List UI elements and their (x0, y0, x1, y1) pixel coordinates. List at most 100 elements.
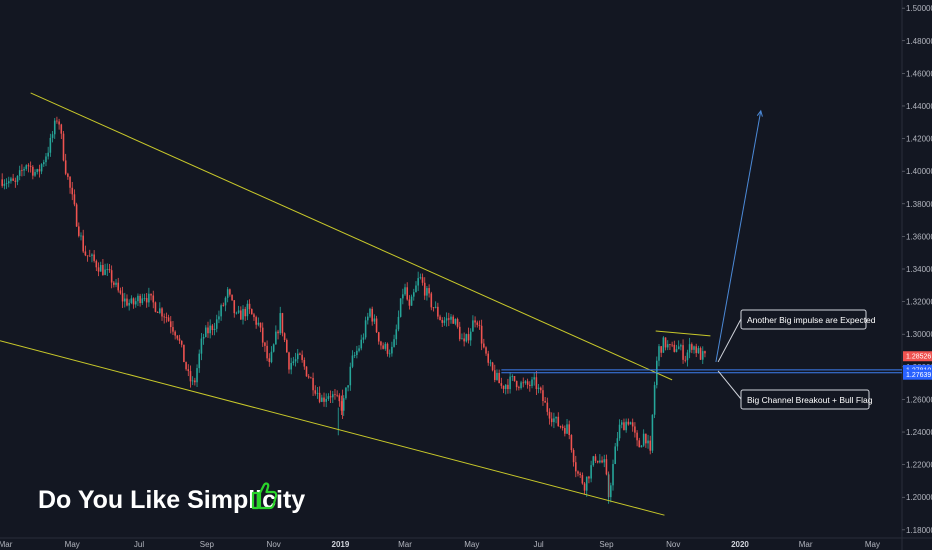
candle-body (128, 302, 130, 306)
candle-body (58, 121, 60, 125)
candle-body (71, 187, 74, 195)
candle-body (229, 289, 231, 295)
candle-body (301, 354, 303, 360)
candle-body (117, 282, 120, 291)
candle-body (612, 464, 614, 486)
candle-body (585, 476, 588, 491)
candle-body (605, 459, 608, 475)
candle-body (465, 334, 468, 342)
candle-body (270, 351, 273, 363)
candle-body (178, 338, 181, 341)
candle-body (246, 303, 249, 317)
y-tick-label: 1.18000 (906, 526, 932, 535)
trendline-lower (0, 340, 665, 516)
candle-body (640, 445, 643, 448)
candle-body (351, 355, 354, 367)
candle-body (358, 348, 360, 351)
candle-body (139, 295, 141, 304)
candle-body (456, 319, 459, 327)
candle-body (93, 254, 95, 261)
x-tick-label: 2019 (332, 540, 350, 549)
candle-body (340, 401, 343, 411)
x-tick-label: Jul (134, 540, 144, 549)
candle-body (36, 169, 39, 173)
annotation-breakout-text: Big Channel Breakout + Bull Flag (747, 395, 873, 405)
candle-body (222, 305, 225, 307)
candle-body (364, 320, 367, 338)
candle-body (412, 292, 415, 297)
candle-body (594, 456, 597, 461)
candle-body (699, 348, 702, 360)
candle-body (316, 392, 319, 394)
candle-body (596, 460, 599, 463)
candle-body (555, 416, 557, 419)
candle-body (638, 440, 641, 448)
candle-body (233, 300, 236, 314)
candle-body (395, 329, 398, 340)
candle-body (132, 298, 135, 305)
candle-body (323, 397, 325, 402)
candle-body (645, 433, 647, 444)
annotation-impulse-text: Another Big impulse are Expected (747, 315, 876, 325)
candle-body (660, 346, 662, 353)
candle-body (347, 385, 349, 388)
candle-body (502, 385, 505, 389)
candle-body (159, 308, 161, 313)
candle-body (415, 285, 417, 293)
candle-body (329, 396, 332, 398)
y-tick-label: 1.30000 (906, 330, 932, 339)
candle-body (680, 345, 682, 347)
candle-body (629, 422, 632, 425)
candle-body (231, 294, 233, 301)
candle-body (526, 381, 529, 385)
candle-body (522, 382, 525, 384)
candle-body (91, 254, 93, 256)
candle-body (137, 295, 139, 302)
candle-body (167, 317, 170, 322)
candle-body (290, 362, 292, 370)
annotation-impulse[interactable]: Another Big impulse are Expected (740, 309, 876, 330)
candle-body (568, 424, 571, 436)
candle-body (631, 422, 634, 427)
candle-body (338, 395, 341, 402)
candle-body (108, 269, 111, 271)
candle-body (653, 385, 656, 415)
candle-body (88, 255, 91, 257)
candle-body (189, 371, 192, 382)
candle-body (445, 318, 448, 321)
candle-body (704, 351, 706, 354)
y-axis: 1.50000 1.48000 1.46000 1.44000 1.42000 1.400… (901, 0, 932, 550)
x-tick-label: Sep (599, 540, 614, 549)
candle-body (307, 376, 310, 378)
candle-body (261, 327, 264, 343)
candle-body (7, 181, 10, 184)
candle-body (664, 337, 667, 348)
candle-body (384, 343, 387, 349)
candle-body (154, 302, 157, 312)
candle-body (564, 428, 566, 434)
candle-body (331, 394, 334, 398)
candle-body (45, 156, 47, 163)
candle-body (10, 178, 12, 182)
candle-body (588, 476, 590, 479)
candle-body (658, 346, 660, 361)
candle-body (688, 344, 691, 353)
candle-body (325, 398, 328, 402)
candle-body (666, 344, 669, 348)
candle-body (356, 350, 358, 355)
candle-body (198, 353, 201, 369)
candle-body (472, 320, 474, 332)
candle-body (281, 313, 284, 334)
candle-body (244, 308, 246, 317)
candle-body (250, 309, 253, 315)
candle-body (174, 331, 176, 336)
candle-body (434, 306, 437, 308)
candle-body (286, 339, 288, 353)
candle-body (148, 293, 150, 303)
candle-body (382, 345, 384, 349)
candle-body (82, 235, 84, 252)
annotation-breakout[interactable]: Big Channel Breakout + Bull Flag (740, 389, 873, 410)
candle-body (610, 485, 612, 498)
candle-body (487, 353, 490, 363)
